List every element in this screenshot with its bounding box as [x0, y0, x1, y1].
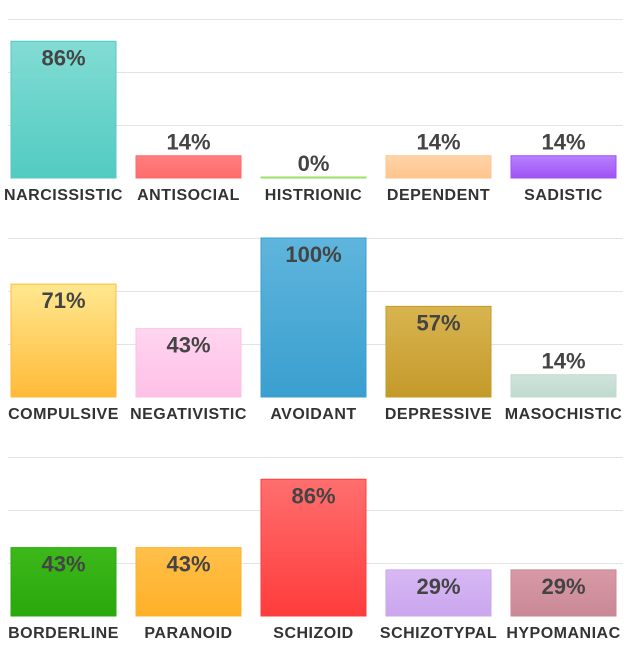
bar-paranoid [135, 547, 242, 617]
data-label: 29% [541, 574, 585, 599]
bar-compulsive [10, 283, 117, 398]
data-label: 14% [166, 130, 210, 155]
category-label: SCHIZOID [273, 625, 353, 642]
bar-schizotypal [385, 569, 492, 617]
bar-avoidant [260, 237, 367, 398]
category-label: PARANOID [144, 625, 232, 642]
bar-schizoid [260, 478, 367, 617]
category-label: DEPENDENT [387, 187, 490, 204]
category-label: SADISTIC [524, 187, 603, 204]
data-label: 100% [285, 242, 341, 267]
data-label: 14% [416, 130, 460, 155]
bar-histrionic [260, 176, 367, 179]
data-label: 14% [541, 349, 585, 374]
bar-dependent [385, 155, 492, 179]
category-label: NARCISSISTIC [4, 187, 123, 204]
chart-panel-1: 86% NARCISSISTIC 14% ANTISOCIAL 0% HISTRIONIC… [4, 19, 623, 204]
data-label: 43% [166, 552, 210, 577]
bar-narcissistic [10, 40, 117, 179]
bar-sadistic [510, 155, 617, 179]
category-label: AVOIDANT [270, 406, 356, 423]
category-label: HYPOMANIAC [506, 625, 620, 642]
bar-antisocial [135, 155, 242, 179]
category-label: HISTRIONIC [265, 187, 362, 204]
chart-panel-2: 71% COMPULSIVE 43% NEGATIVISTIC 100% AVOIDANT… [8, 237, 623, 423]
bar-negativistic [135, 328, 242, 398]
category-label: BORDERLINE [8, 625, 119, 642]
data-label: 57% [416, 310, 460, 335]
data-label: 29% [416, 574, 460, 599]
data-label: 14% [541, 130, 585, 155]
data-label: 43% [166, 333, 210, 358]
data-label: 86% [41, 45, 85, 70]
category-label: NEGATIVISTIC [130, 406, 247, 423]
bar-masochistic [510, 374, 617, 398]
chart-panel-3: 43% BORDERLINE 43% PARANOID 86% SCHIZOID 29% SC… [8, 457, 623, 642]
category-label: ANTISOCIAL [137, 187, 240, 204]
category-label: MASOCHISTIC [505, 406, 623, 423]
data-label: 43% [41, 552, 85, 577]
category-label: DEPRESSIVE [385, 406, 492, 423]
category-label: SCHIZOTYPAL [380, 625, 497, 642]
category-label: COMPULSIVE [8, 406, 119, 423]
bar-borderline [10, 547, 117, 617]
bar-depressive [385, 305, 492, 398]
bar-hypomaniac [510, 569, 617, 617]
data-label: 86% [291, 483, 335, 508]
data-label: 71% [41, 288, 85, 313]
data-label: 0% [298, 151, 330, 176]
